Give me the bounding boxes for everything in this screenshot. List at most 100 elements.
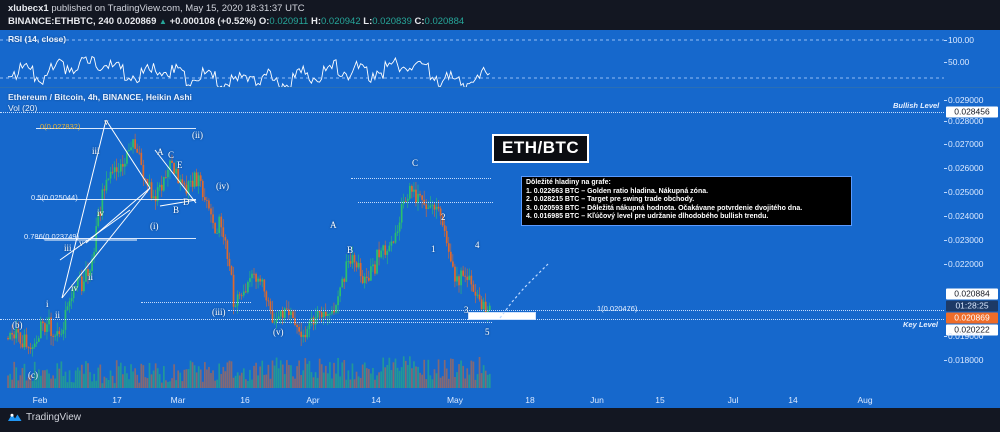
- trendline-support-1: [61, 187, 151, 299]
- low-value: 0.020839: [372, 16, 412, 27]
- wave-label: 1: [431, 244, 436, 254]
- wave-label: iii: [64, 243, 72, 253]
- price-scale-badge[interactable]: 0.028456: [946, 106, 998, 118]
- chart-header: xlubecx1 published on TradingView.com, M…: [0, 0, 1000, 30]
- wave-label: C: [412, 158, 419, 168]
- price-scale-badge[interactable]: 0.020869: [946, 312, 998, 324]
- price-scale-tick: 0.029000: [943, 95, 984, 105]
- open-value: 0.020911: [269, 16, 309, 27]
- time-scale-right-gap: [985, 0, 1000, 17]
- wave-label: (ii): [192, 130, 203, 140]
- open-label: O:: [258, 16, 270, 27]
- wave-label: B: [173, 205, 180, 215]
- bottom-channel-line[interactable]: [277, 322, 492, 323]
- low-label: L:: [363, 16, 373, 27]
- time-scale-tick: May: [446, 395, 464, 405]
- close-label: C:: [414, 16, 425, 27]
- resistance-zone-top-line[interactable]: [351, 178, 491, 179]
- price-scale-badge[interactable]: 01:28:25: [946, 300, 998, 312]
- time-scale-tick: Jul: [727, 395, 739, 405]
- rsi-legend[interactable]: RSI (14, close): [8, 34, 67, 44]
- price-scale-tick: 0.028000: [943, 116, 984, 126]
- wave-label: A: [330, 220, 337, 230]
- price-scale-badge[interactable]: 0.020884: [946, 288, 998, 300]
- fib-0-line[interactable]: [36, 128, 196, 129]
- wave-label: 5: [485, 327, 490, 337]
- time-scale-tick: Mar: [170, 395, 186, 405]
- taskbar: [0, 408, 1000, 432]
- wave-label: iv: [71, 283, 79, 293]
- wave-label: (b): [12, 320, 23, 330]
- volume-legend[interactable]: Vol (20): [8, 103, 38, 113]
- fib-05-line[interactable]: [36, 199, 196, 200]
- price-scale-tick: 0.018000: [943, 355, 984, 365]
- wave-label: (iv): [216, 181, 229, 191]
- price-scale-badge[interactable]: 0.020222: [946, 324, 998, 336]
- time-scale-tick: Aug: [857, 395, 873, 405]
- price-scale-tick: 0.025000: [943, 187, 984, 197]
- price-scale-tick: 0.024000: [943, 211, 984, 221]
- price-scale-tick: 0.023000: [943, 235, 984, 245]
- time-scale-tick: Apr: [306, 395, 320, 405]
- symbol-quote-line: BINANCE:ETHBTC, 240 0.020869 ▲ +0.000108…: [8, 15, 1000, 28]
- bullish-level-label: Bullish Level: [893, 101, 940, 110]
- price-scale-tick: 0.022000: [943, 259, 984, 269]
- elliott-wave-overlay: [45, 119, 549, 319]
- symbol-label[interactable]: BINANCE:ETHBTC, 240: [8, 16, 115, 27]
- fib-1-label: 1(0.020476): [597, 304, 638, 313]
- price-scale-tick: 0.026000: [943, 163, 984, 173]
- fib-1-line[interactable]: [228, 310, 944, 311]
- wave-label: (v): [273, 327, 284, 337]
- time-scale-tick: Jun: [590, 395, 604, 405]
- wave-label: (i): [150, 221, 159, 231]
- price-series-plot: [7, 133, 491, 388]
- wave-label: D: [183, 197, 190, 207]
- wave-label: (c): [28, 370, 38, 380]
- main-chart-pane[interactable]: [0, 88, 944, 391]
- trendline-down-1: [105, 119, 151, 189]
- bullish-level-line[interactable]: [0, 112, 944, 113]
- wave-label: iii: [92, 146, 100, 156]
- pane-divider[interactable]: [0, 87, 1000, 88]
- fib-0786-label: 0.786(0.023749): [24, 232, 80, 241]
- rsi-pane[interactable]: [0, 30, 944, 87]
- tradingview-logo-text: TradingView: [26, 412, 82, 423]
- wave-label: v: [104, 117, 109, 127]
- resistance-zone-bottom-line[interactable]: [358, 202, 493, 203]
- publisher-line: xlubecx1 published on TradingView.com, M…: [8, 3, 1000, 15]
- key-level-label: Key Level: [903, 320, 939, 329]
- price-selection-box[interactable]: [468, 312, 536, 320]
- time-scale-tick: 16: [240, 395, 250, 405]
- wave-label: v: [79, 238, 84, 248]
- main-chart-legend[interactable]: Ethereum / Bitcoin, 4h, BINANCE, Heikin …: [8, 92, 192, 102]
- price-scale-tick: 0.027000: [943, 139, 984, 149]
- wave-label: 2: [441, 212, 446, 222]
- ticker-watermark: ETH/BTC: [492, 134, 590, 163]
- price-scale-tick: 100.00: [944, 35, 974, 45]
- support-segment-line[interactable]: [141, 302, 251, 303]
- time-scale-tick: 14: [788, 395, 798, 405]
- note-line: 2. 0.028215 BTC – Target pre swing trade…: [526, 196, 695, 204]
- fib-0-label: 0(0.027832): [40, 122, 81, 131]
- time-scale-tick: 15: [655, 395, 665, 405]
- rsi-price-scale[interactable]: 100.00 50.00: [943, 30, 1000, 87]
- tradingview-logo[interactable]: TradingView: [8, 412, 81, 423]
- levels-note-box[interactable]: Dôležité hladiny na grafe: 1. 0.022663 B…: [521, 176, 852, 226]
- wave-label: i: [46, 299, 49, 309]
- rsi-plot: [0, 39, 944, 87]
- time-scale-tick: 14: [371, 395, 381, 405]
- trendline-up-1: [61, 119, 107, 299]
- wave-label: E: [177, 160, 183, 170]
- note-line: 1. 0.022663 BTC – Golden ratio hladina. …: [526, 187, 709, 195]
- note-line: 3. 0.020593 BTC – Dôležitá nákupná hodno…: [526, 204, 803, 212]
- high-label: H:: [310, 16, 321, 27]
- close-value: 0.020884: [424, 16, 465, 27]
- time-scale[interactable]: Feb 17 Mar 16 Apr 14 May 18 Jun 15 Jul 14 Aug: [0, 391, 1000, 408]
- price-scale[interactable]: 0.029000 0.028456 0.028000 0.027000 0.026000…: [943, 88, 1000, 391]
- fib-0786-line[interactable]: [36, 238, 196, 239]
- author-name: xlubecx1: [8, 3, 49, 14]
- wave-label: 4: [475, 240, 480, 250]
- wedge-lower: [159, 199, 197, 207]
- time-scale-tick: Feb: [32, 395, 48, 405]
